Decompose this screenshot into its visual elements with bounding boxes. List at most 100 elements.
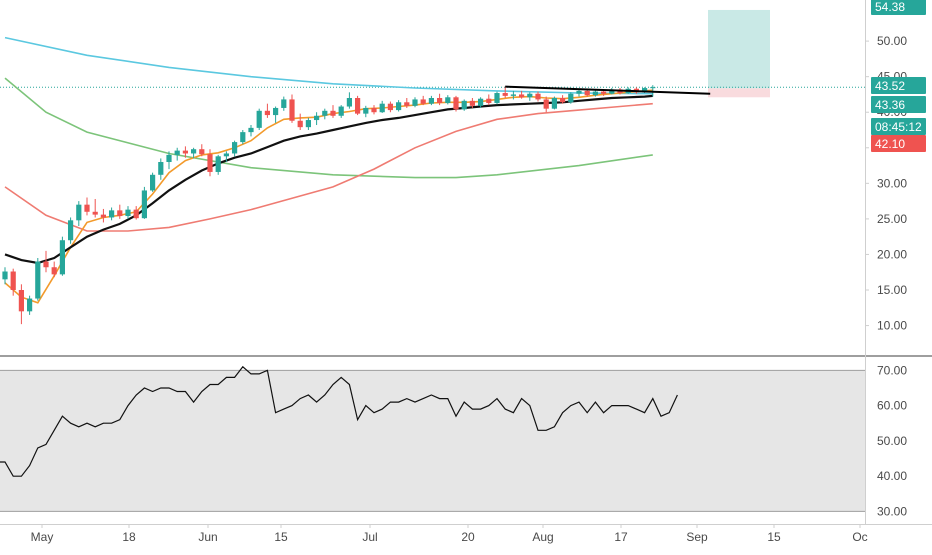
price-tick-label: 50.00 bbox=[877, 34, 907, 48]
candle bbox=[346, 92, 352, 109]
candle bbox=[502, 86, 508, 98]
candle bbox=[314, 112, 320, 126]
candle-body bbox=[338, 106, 344, 116]
price-tick-label: 15.00 bbox=[877, 283, 907, 297]
candle-body bbox=[109, 210, 115, 218]
candle bbox=[141, 186, 147, 219]
oscillator-panel bbox=[0, 365, 865, 512]
candle bbox=[158, 158, 164, 180]
candle-body bbox=[584, 90, 590, 96]
candle bbox=[551, 96, 557, 110]
candle bbox=[133, 206, 139, 220]
candle-body bbox=[264, 110, 270, 116]
candle bbox=[289, 94, 295, 123]
candle-body bbox=[297, 120, 303, 128]
candle bbox=[437, 93, 443, 106]
candle bbox=[355, 95, 361, 116]
candle-body bbox=[510, 94, 516, 96]
candle-body bbox=[609, 89, 615, 94]
oscillator-tick-label: 30.00 bbox=[877, 504, 907, 518]
candle-body bbox=[478, 98, 484, 106]
candle bbox=[527, 92, 533, 101]
candle bbox=[363, 105, 369, 118]
candle bbox=[2, 267, 8, 285]
candle bbox=[305, 117, 311, 130]
candle-body bbox=[256, 110, 262, 128]
candle-body bbox=[314, 115, 320, 121]
oscillator-tick-label: 40.00 bbox=[877, 469, 907, 483]
price-axis-badge-bg bbox=[871, 0, 926, 15]
target-zone bbox=[708, 9, 770, 89]
candle-body bbox=[117, 210, 123, 217]
candle bbox=[35, 258, 41, 301]
candle-body bbox=[527, 93, 533, 98]
candle-body bbox=[576, 90, 582, 94]
candle-body bbox=[387, 103, 393, 111]
candle bbox=[248, 125, 254, 137]
candle bbox=[510, 90, 516, 100]
candle bbox=[59, 236, 65, 276]
candle-body bbox=[346, 98, 352, 107]
moving-average-line-3 bbox=[4, 102, 653, 232]
candle bbox=[535, 91, 541, 102]
price-axis-badge-bg bbox=[871, 77, 926, 94]
candle-body bbox=[59, 240, 65, 275]
candle bbox=[387, 101, 393, 113]
candle-body bbox=[543, 99, 549, 109]
candle-body bbox=[158, 162, 164, 175]
time-tick-label: Jul bbox=[362, 530, 377, 544]
candle-body bbox=[10, 271, 16, 290]
price-axis-badge-bg bbox=[871, 135, 926, 152]
oscillator-line bbox=[0, 365, 678, 477]
candle-body bbox=[568, 93, 574, 103]
candle-body bbox=[2, 271, 8, 280]
candle-body bbox=[461, 100, 467, 110]
price-tick-label: 20.00 bbox=[877, 247, 907, 261]
oscillator-tick-label: 60.00 bbox=[877, 399, 907, 413]
candle bbox=[338, 105, 344, 118]
candle-body bbox=[27, 298, 33, 312]
candle-body bbox=[601, 91, 607, 94]
candle bbox=[273, 106, 279, 123]
candle bbox=[592, 90, 598, 97]
candle bbox=[191, 147, 197, 159]
price-tick-label: 25.00 bbox=[877, 212, 907, 226]
price-axis-badge: 43.36 bbox=[871, 96, 926, 113]
candle-body bbox=[453, 97, 459, 110]
candle bbox=[84, 197, 90, 216]
candle-body bbox=[437, 98, 443, 103]
price-axis-badge-label: 08:45:12 bbox=[875, 120, 922, 134]
candle bbox=[486, 94, 492, 106]
candle bbox=[478, 97, 484, 108]
time-tick-label: 15 bbox=[274, 530, 288, 544]
moving-average-line-2 bbox=[4, 77, 653, 179]
candle bbox=[543, 96, 549, 113]
price-axis-badge-bg bbox=[871, 96, 926, 113]
candle-body bbox=[18, 290, 24, 312]
candle-body bbox=[223, 153, 229, 157]
candle bbox=[371, 105, 377, 115]
candle-body bbox=[330, 110, 336, 116]
candle-body bbox=[35, 261, 41, 299]
candle bbox=[428, 95, 434, 106]
candle-body bbox=[396, 102, 402, 111]
time-tick-label: 20 bbox=[461, 530, 475, 544]
time-tick-label: 15 bbox=[767, 530, 781, 544]
candle bbox=[240, 130, 246, 145]
candle bbox=[18, 284, 24, 325]
candle bbox=[51, 261, 57, 278]
candle-body bbox=[650, 87, 656, 89]
candle bbox=[27, 295, 33, 315]
price-tick-label: 10.00 bbox=[877, 319, 907, 333]
time-tick-label: Sep bbox=[686, 530, 708, 544]
candle bbox=[150, 172, 156, 192]
moving-average-line-5 bbox=[4, 94, 653, 265]
candle-body bbox=[305, 120, 311, 128]
candle-body bbox=[486, 98, 492, 103]
price-axis-badge: 08:45:12 bbox=[871, 118, 926, 135]
candle bbox=[232, 140, 238, 157]
candle-body bbox=[281, 99, 287, 108]
candle-body bbox=[379, 103, 385, 113]
candle-body bbox=[592, 91, 598, 96]
